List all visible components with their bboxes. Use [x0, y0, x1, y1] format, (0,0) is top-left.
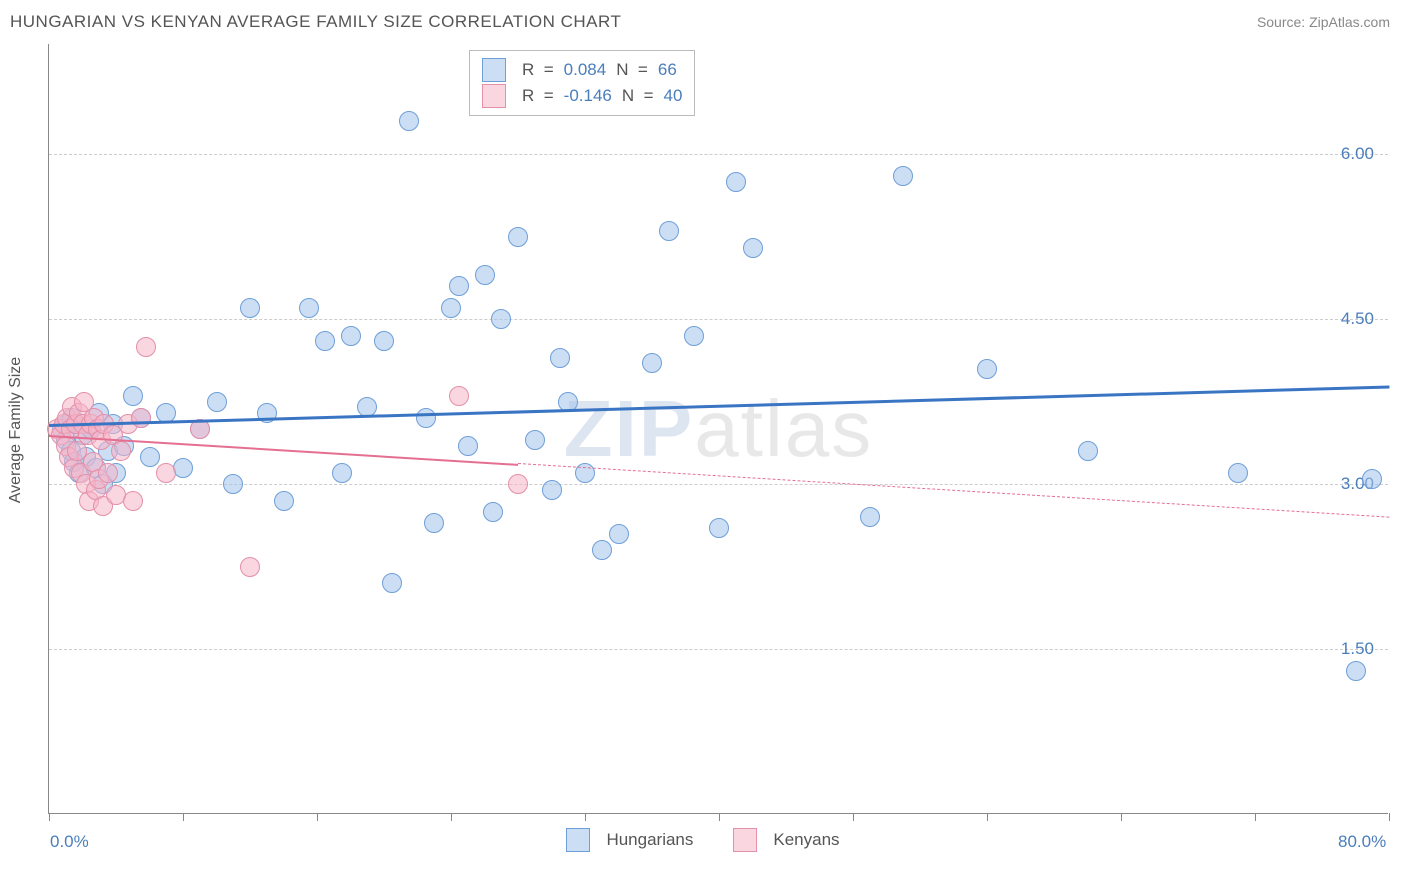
legend-item: Kenyans: [733, 828, 839, 852]
legend-swatch: [733, 828, 757, 852]
data-point: [416, 408, 436, 428]
data-point: [659, 221, 679, 241]
y-tick-label: 1.50: [1341, 639, 1374, 659]
x-tick: [49, 813, 50, 821]
n-value: 66: [658, 57, 677, 83]
data-point: [382, 573, 402, 593]
legend-label: Kenyans: [773, 830, 839, 850]
data-point: [131, 408, 151, 428]
data-point: [726, 172, 746, 192]
data-point: [123, 386, 143, 406]
x-tick: [853, 813, 854, 821]
data-point: [207, 392, 227, 412]
data-point: [399, 111, 419, 131]
data-point: [449, 276, 469, 296]
x-tick: [1389, 813, 1390, 821]
data-point: [274, 491, 294, 511]
data-point: [1078, 441, 1098, 461]
data-point: [315, 331, 335, 351]
stats-row: R = -0.146 N = 40: [482, 83, 682, 109]
data-point: [483, 502, 503, 522]
x-tick: [1255, 813, 1256, 821]
gridline: [49, 154, 1388, 155]
data-point: [609, 524, 629, 544]
data-point: [525, 430, 545, 450]
r-value: -0.146: [564, 83, 612, 109]
bottom-legend: Hungarians Kenyans: [0, 828, 1406, 852]
data-point: [743, 238, 763, 258]
trend-line-extrapolated: [518, 463, 1389, 518]
x-tick: [719, 813, 720, 821]
chart-title: HUNGARIAN VS KENYAN AVERAGE FAMILY SIZE …: [10, 12, 621, 32]
y-axis-label: Average Family Size: [7, 357, 25, 503]
y-tick-label: 4.50: [1341, 309, 1374, 329]
data-point: [709, 518, 729, 538]
x-tick: [585, 813, 586, 821]
legend-item: Hungarians: [566, 828, 693, 852]
data-point: [98, 463, 118, 483]
plot-area: ZIPatlas R = 0.084 N = 66R = -0.146 N = …: [48, 44, 1388, 814]
correlation-stats-box: R = 0.084 N = 66R = -0.146 N = 40: [469, 50, 695, 116]
x-tick: [317, 813, 318, 821]
data-point: [136, 337, 156, 357]
data-point: [156, 463, 176, 483]
data-point: [508, 227, 528, 247]
n-label: N =: [622, 83, 654, 109]
chart-header: HUNGARIAN VS KENYAN AVERAGE FAMILY SIZE …: [0, 0, 1406, 44]
data-point: [1228, 463, 1248, 483]
data-point: [441, 298, 461, 318]
data-point: [240, 298, 260, 318]
data-point: [424, 513, 444, 533]
data-point: [860, 507, 880, 527]
trend-line: [49, 385, 1389, 426]
data-point: [550, 348, 570, 368]
data-point: [140, 447, 160, 467]
data-point: [299, 298, 319, 318]
x-tick: [451, 813, 452, 821]
data-point: [458, 436, 478, 456]
data-point: [240, 557, 260, 577]
data-point: [341, 326, 361, 346]
data-point: [374, 331, 394, 351]
r-label: R =: [522, 83, 554, 109]
x-tick: [183, 813, 184, 821]
x-tick: [1121, 813, 1122, 821]
watermark-zip: ZIP: [564, 384, 694, 473]
data-point: [684, 326, 704, 346]
stats-row: R = 0.084 N = 66: [482, 57, 682, 83]
data-point: [449, 386, 469, 406]
data-point: [123, 491, 143, 511]
r-label: R =: [522, 57, 554, 83]
r-value: 0.084: [564, 57, 607, 83]
watermark-atlas: atlas: [694, 384, 873, 473]
legend-swatch: [482, 84, 506, 108]
y-tick-label: 6.00: [1341, 144, 1374, 164]
gridline: [49, 649, 1388, 650]
x-tick: [987, 813, 988, 821]
data-point: [977, 359, 997, 379]
data-point: [542, 480, 562, 500]
n-label: N =: [616, 57, 648, 83]
legend-label: Hungarians: [606, 830, 693, 850]
gridline: [49, 484, 1388, 485]
source-attribution: Source: ZipAtlas.com: [1257, 14, 1390, 30]
watermark: ZIPatlas: [564, 383, 873, 475]
data-point: [893, 166, 913, 186]
gridline: [49, 319, 1388, 320]
data-point: [491, 309, 511, 329]
data-point: [642, 353, 662, 373]
data-point: [1362, 469, 1382, 489]
legend-swatch: [482, 58, 506, 82]
data-point: [592, 540, 612, 560]
data-point: [475, 265, 495, 285]
legend-swatch: [566, 828, 590, 852]
data-point: [223, 474, 243, 494]
data-point: [332, 463, 352, 483]
data-point: [111, 441, 131, 461]
data-point: [508, 474, 528, 494]
data-point: [1346, 661, 1366, 681]
n-value: 40: [664, 83, 683, 109]
